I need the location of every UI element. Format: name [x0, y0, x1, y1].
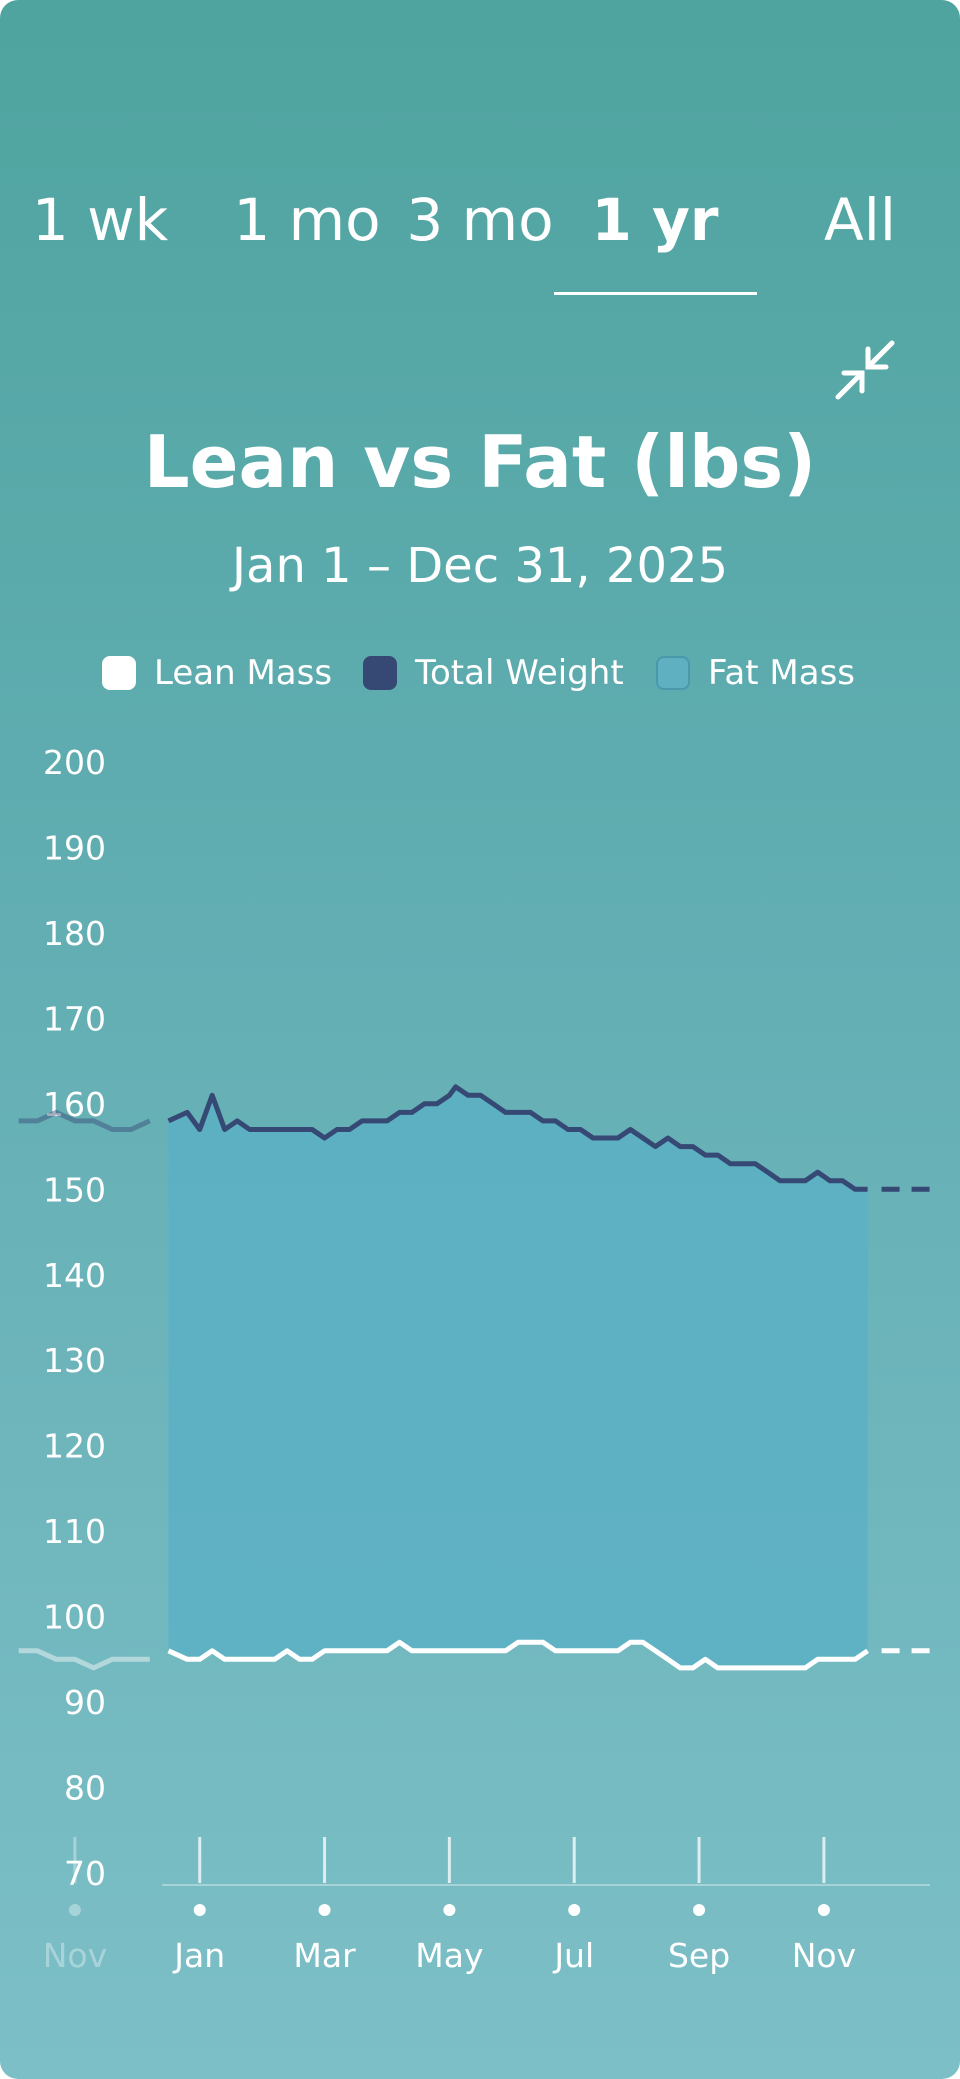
legend-swatch-total-weight [363, 656, 397, 690]
y-axis: 200 190 180 170 160 150 140 130 120 110 100 90 80 70 [43, 743, 106, 1893]
tab-3mo[interactable]: 3 mo [406, 186, 554, 254]
x-tick-label: Sep [668, 1936, 730, 1975]
x-tick-label: Nov [792, 1936, 856, 1975]
collapse-button[interactable] [830, 335, 900, 405]
y-tick-label: 90 [64, 1683, 106, 1722]
tab-1yr[interactable]: 1 yr [591, 186, 719, 254]
lean-mass-line[interactable] [167, 1639, 870, 1671]
time-range-tabs: 1 wk 1 mo 3 mo 1 yr All [0, 180, 960, 300]
legend-label: Lean Mass [154, 653, 333, 693]
x-tick-dot [443, 1904, 456, 1916]
y-tick-label: 170 [43, 999, 106, 1038]
y-tick-label: 70 [64, 1854, 106, 1893]
x-tick-dot [318, 1904, 331, 1916]
chart-date-range: Jan 1 – Dec 31, 2025 [231, 538, 729, 594]
total-weight-line-faded [18, 1109, 151, 1132]
x-tick-label: May [415, 1936, 483, 1975]
y-tick-label: 200 [43, 743, 106, 782]
legend-swatch-lean-mass [102, 656, 136, 690]
y-tick-label: 120 [43, 1427, 106, 1466]
chart-title: Lean vs Fat (lbs) [143, 420, 817, 504]
x-tick-dot [817, 1904, 830, 1916]
legend-item-lean-mass[interactable]: Lean Mass [102, 648, 332, 698]
lean-vs-fat-chart[interactable]: 200190180170160150140130120110100908070 … [0, 720, 960, 1980]
x-tick-label: Jan [172, 1936, 225, 1975]
fat-mass-area [168, 1086, 868, 1668]
x-tick-label: Nov [43, 1936, 107, 1975]
collapse-arrows-icon [835, 340, 895, 400]
y-tick-label: 150 [43, 1170, 106, 1209]
x-tick-label: Mar [293, 1936, 356, 1975]
total-weight-line[interactable] [167, 1084, 868, 1192]
y-tick-label: 80 [64, 1769, 106, 1808]
x-tick-dot [193, 1904, 206, 1916]
y-tick-label: 160 [43, 1085, 106, 1124]
series-layer [18, 1084, 930, 1671]
legend-item-fat-mass[interactable]: Fat Mass [656, 648, 855, 698]
x-tick-dot [68, 1904, 81, 1916]
y-tick-label: 180 [43, 914, 106, 953]
lean-mass-line-faded [18, 1648, 150, 1671]
legend-label: Total Weight [415, 653, 624, 693]
active-tab-indicator [554, 292, 757, 295]
tab-1mo[interactable]: 1 mo [233, 186, 381, 254]
tab-1wk[interactable]: 1 wk [31, 186, 169, 254]
x-tick-label: Jul [552, 1936, 594, 1975]
y-tick-label: 100 [43, 1598, 106, 1637]
y-tick-label: 140 [43, 1256, 106, 1295]
legend-label: Fat Mass [708, 653, 856, 693]
chart-legend: Lean Mass Total Weight Fat Mass [0, 648, 960, 698]
y-tick-label: 110 [43, 1512, 106, 1551]
y-tick-label: 190 [43, 828, 106, 867]
legend-swatch-fat-mass [656, 656, 690, 690]
y-tick-label: 130 [43, 1341, 106, 1380]
x-axis: Nov Jan Mar May Jul Sep Nov [43, 1837, 930, 1975]
x-tick-dot [568, 1904, 581, 1916]
x-tick-dot [693, 1904, 706, 1916]
legend-item-total-weight[interactable]: Total Weight [363, 648, 624, 698]
tab-all[interactable]: All [824, 186, 896, 254]
